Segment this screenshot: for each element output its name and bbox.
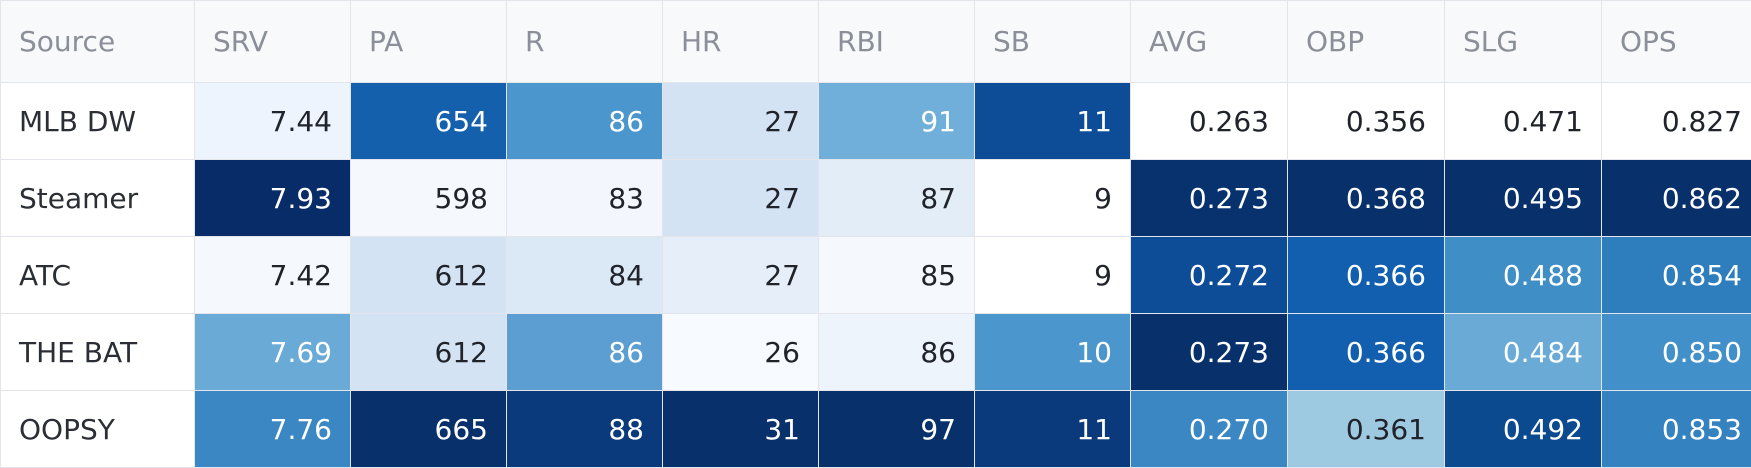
table-row: Steamer 7.93 598 83 27 87 9 0.273 0.368 …: [1, 160, 1751, 237]
stat-cell: 0.366: [1288, 314, 1445, 391]
column-header-sb[interactable]: SB: [975, 1, 1131, 83]
column-header-hr[interactable]: HR: [663, 1, 819, 83]
source-cell: THE BAT: [1, 314, 195, 391]
stat-cell: 0.356: [1288, 83, 1445, 160]
table-row: MLB DW 7.44 654 86 27 91 11 0.263 0.356 …: [1, 83, 1751, 160]
stat-cell: 84: [507, 237, 663, 314]
stat-cell: 7.44: [195, 83, 351, 160]
stat-cell: 0.484: [1445, 314, 1602, 391]
stat-cell: 0.827: [1602, 83, 1751, 160]
stat-cell: 0.495: [1445, 160, 1602, 237]
stat-cell: 654: [351, 83, 507, 160]
stat-cell: 612: [351, 314, 507, 391]
stat-cell: 97: [819, 391, 975, 468]
stat-cell: 0.471: [1445, 83, 1602, 160]
stat-cell: 0.361: [1288, 391, 1445, 468]
stat-cell: 27: [663, 83, 819, 160]
stat-cell: 31: [663, 391, 819, 468]
stat-cell: 7.69: [195, 314, 351, 391]
stat-cell: 9: [975, 237, 1131, 314]
stat-cell: 27: [663, 237, 819, 314]
stat-cell: 598: [351, 160, 507, 237]
stat-cell: 11: [975, 83, 1131, 160]
source-cell: OOPSY: [1, 391, 195, 468]
stat-cell: 0.272: [1131, 237, 1288, 314]
stat-cell: 7.93: [195, 160, 351, 237]
stat-cell: 11: [975, 391, 1131, 468]
stat-cell: 85: [819, 237, 975, 314]
header-row: Source SRV PA R HR RBI SB AVG OBP SLG OP…: [1, 1, 1751, 83]
stat-cell: 86: [507, 83, 663, 160]
stat-cell: 0.488: [1445, 237, 1602, 314]
source-cell: ATC: [1, 237, 195, 314]
stat-cell: 0.263: [1131, 83, 1288, 160]
column-header-r[interactable]: R: [507, 1, 663, 83]
stat-cell: 0.854: [1602, 237, 1751, 314]
table-row: ATC 7.42 612 84 27 85 9 0.272 0.366 0.48…: [1, 237, 1751, 314]
stat-cell: 0.368: [1288, 160, 1445, 237]
table-row: OOPSY 7.76 665 88 31 97 11 0.270 0.361 0…: [1, 391, 1751, 468]
table-row: THE BAT 7.69 612 86 26 86 10 0.273 0.366…: [1, 314, 1751, 391]
stat-cell: 87: [819, 160, 975, 237]
stat-cell: 9: [975, 160, 1131, 237]
stat-cell: 665: [351, 391, 507, 468]
column-header-source[interactable]: Source: [1, 1, 195, 83]
stat-cell: 0.492: [1445, 391, 1602, 468]
stat-cell: 83: [507, 160, 663, 237]
source-cell: MLB DW: [1, 83, 195, 160]
stat-cell: 27: [663, 160, 819, 237]
stat-cell: 0.366: [1288, 237, 1445, 314]
stat-cell: 88: [507, 391, 663, 468]
stat-cell: 0.270: [1131, 391, 1288, 468]
stat-cell: 0.853: [1602, 391, 1751, 468]
column-header-pa[interactable]: PA: [351, 1, 507, 83]
stat-cell: 0.273: [1131, 160, 1288, 237]
column-header-obp[interactable]: OBP: [1288, 1, 1445, 83]
stat-cell: 91: [819, 83, 975, 160]
stat-cell: 0.273: [1131, 314, 1288, 391]
column-header-avg[interactable]: AVG: [1131, 1, 1288, 83]
stat-cell: 7.76: [195, 391, 351, 468]
column-header-slg[interactable]: SLG: [1445, 1, 1602, 83]
stat-cell: 10: [975, 314, 1131, 391]
stat-cell: 612: [351, 237, 507, 314]
source-cell: Steamer: [1, 160, 195, 237]
stat-cell: 0.850: [1602, 314, 1751, 391]
stat-cell: 26: [663, 314, 819, 391]
stat-cell: 0.862: [1602, 160, 1751, 237]
stat-cell: 86: [819, 314, 975, 391]
stat-cell: 86: [507, 314, 663, 391]
column-header-rbi[interactable]: RBI: [819, 1, 975, 83]
column-header-ops[interactable]: OPS: [1602, 1, 1751, 83]
column-header-srv[interactable]: SRV: [195, 1, 351, 83]
stat-cell: 7.42: [195, 237, 351, 314]
